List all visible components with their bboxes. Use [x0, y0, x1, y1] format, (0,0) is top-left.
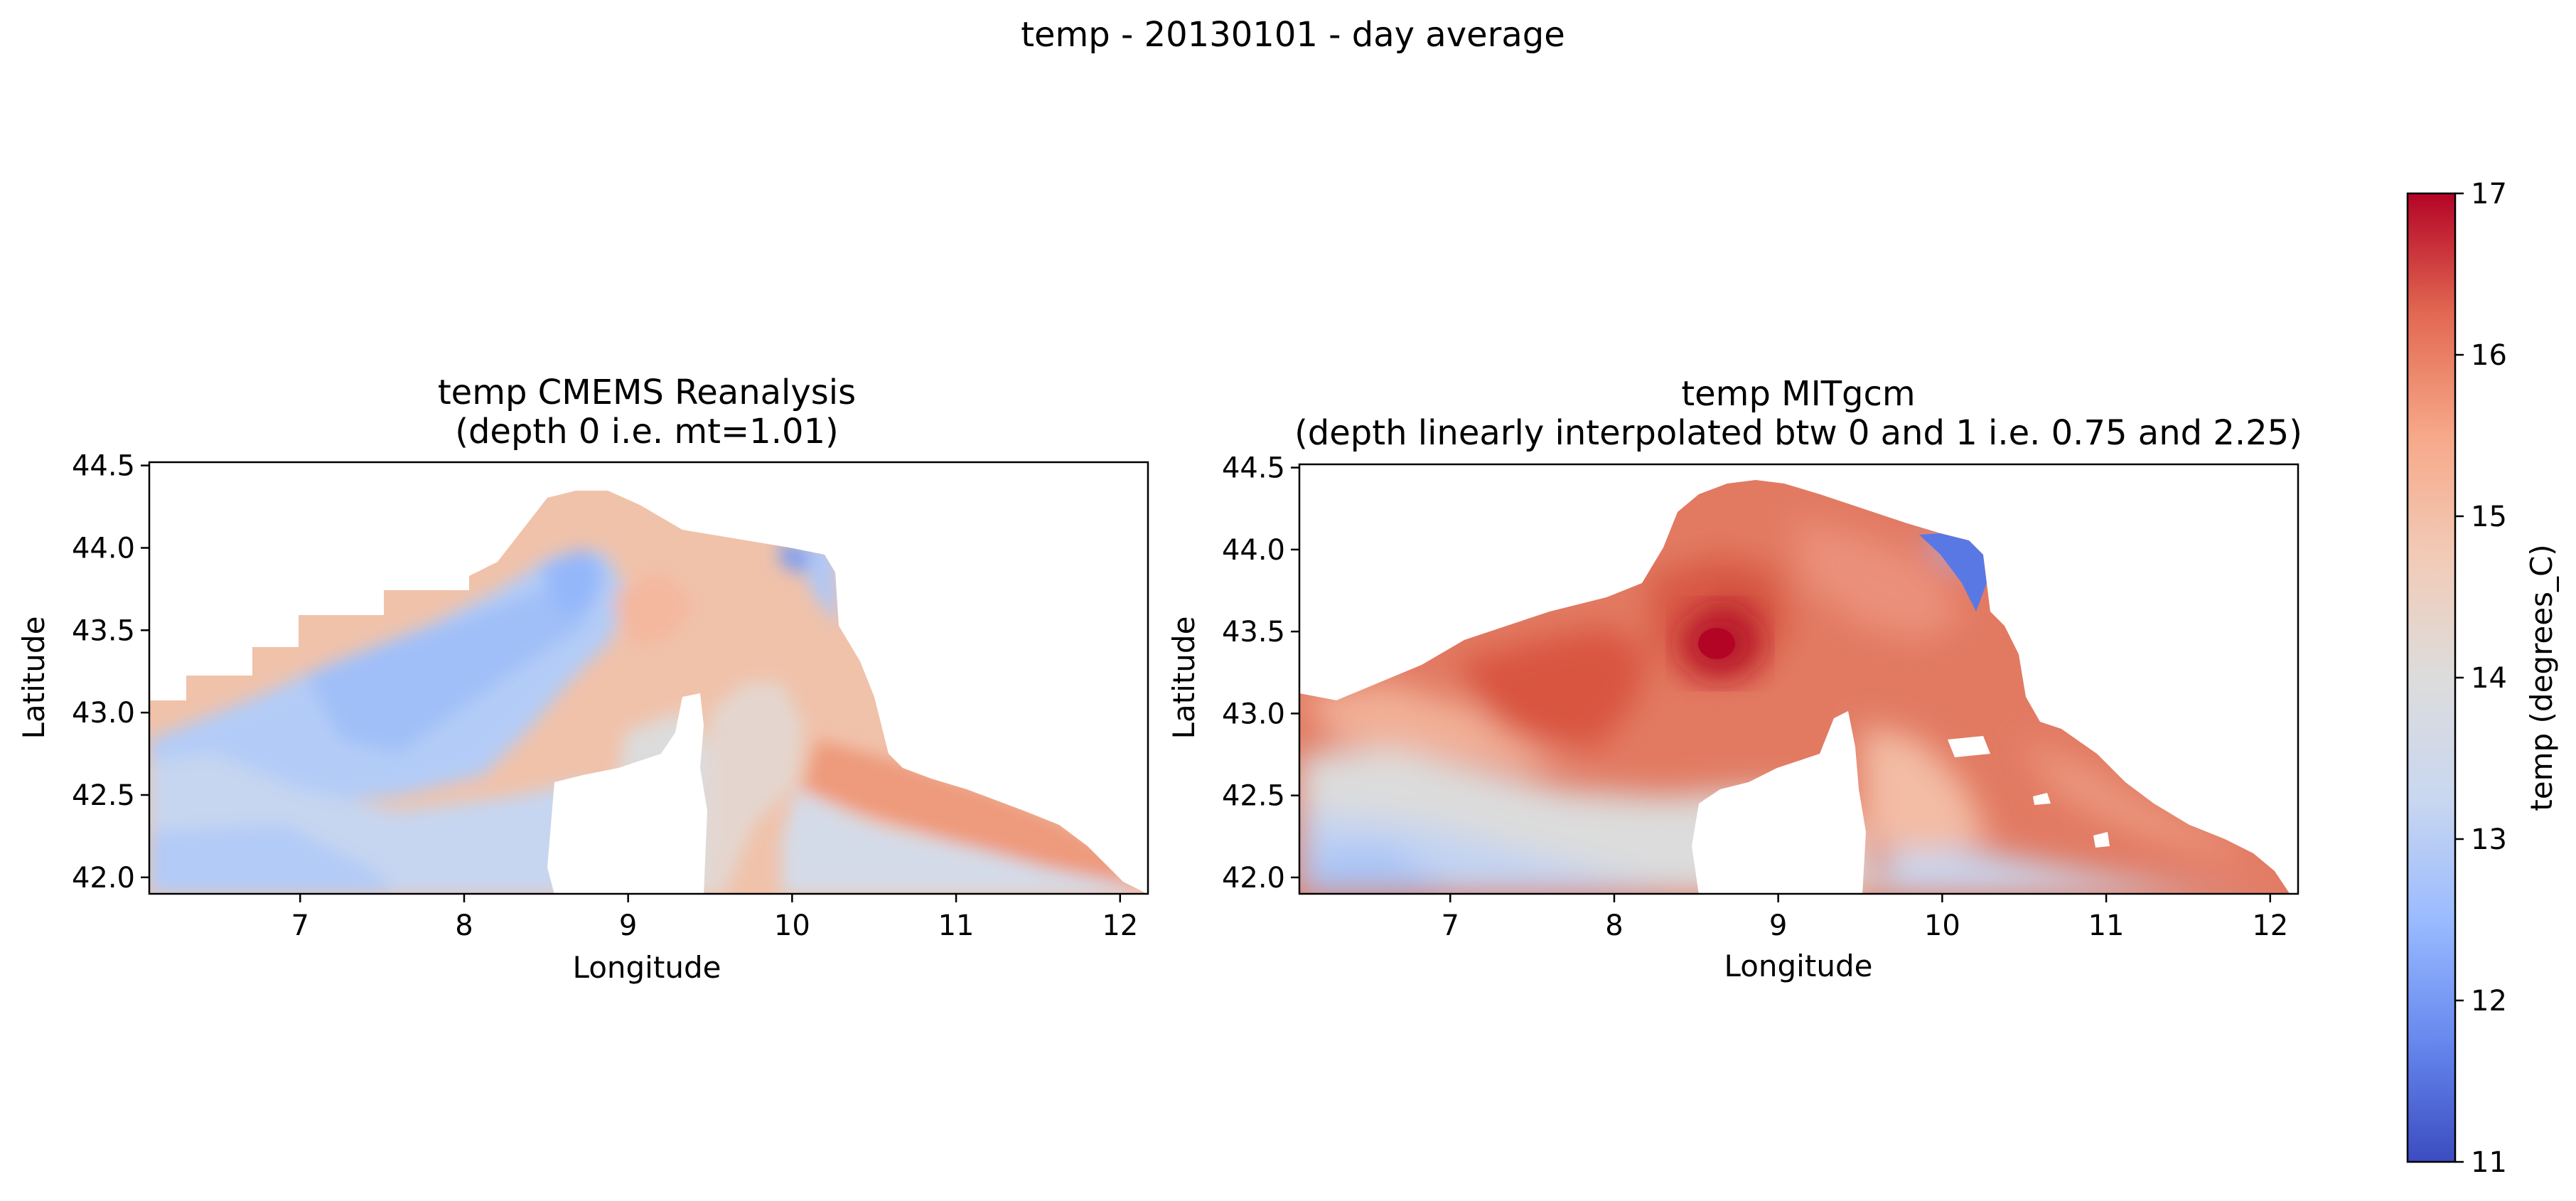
- colorbar-tick-label: 15: [2471, 501, 2507, 533]
- y-tick-label: 42.0: [1222, 862, 1285, 895]
- panel-title-line1: temp MITgcm: [1681, 374, 1915, 414]
- colorbar-label: temp (degrees_C): [2524, 544, 2559, 811]
- y-axis-label: Latitude: [16, 616, 51, 740]
- colorbar-tick-label: 16: [2471, 339, 2507, 372]
- figure-suptitle: temp - 20130101 - day average: [1021, 15, 1565, 55]
- x-tick-label: 12: [2252, 909, 2288, 942]
- colorbar-tick-label: 17: [2471, 178, 2507, 210]
- x-tick-label: 9: [619, 909, 637, 942]
- x-tick-label: 7: [291, 909, 309, 942]
- plot-area-frame: [148, 461, 1149, 895]
- x-axis-label: Longitude: [1724, 949, 1873, 983]
- y-tick-label: 43.5: [72, 614, 135, 647]
- colorbar-tick-label: 14: [2471, 662, 2507, 695]
- colorbar: 11 12 13 14 15 16 17 temp (degrees_C): [2406, 178, 2559, 1179]
- panel-cmems: temp CMEMS Reanalysis (depth 0 i.e. mt=1…: [16, 373, 1149, 985]
- x-tick-label: 7: [1442, 909, 1459, 942]
- x-tick-label: 11: [938, 909, 975, 942]
- y-axis-label: Latitude: [1166, 616, 1201, 740]
- colorbar-tick-label: 11: [2471, 1146, 2507, 1179]
- x-axis-label: Longitude: [573, 950, 721, 985]
- y-axis-ticks: 42.0 42.5 43.0 43.5 44.0 44.5: [72, 450, 149, 895]
- y-tick-label: 44.5: [1222, 452, 1285, 485]
- x-axis-ticks: 7 8 9 10 11 12: [1442, 894, 2288, 942]
- y-tick-label: 44.0: [72, 532, 135, 565]
- y-tick-label: 42.5: [1222, 780, 1285, 813]
- temperature-field: [1299, 480, 2290, 895]
- colorbar-tick-label: 12: [2471, 985, 2507, 1018]
- temperature-field: [149, 491, 1146, 895]
- y-tick-label: 42.0: [72, 862, 135, 895]
- x-tick-label: 8: [1605, 909, 1623, 942]
- x-tick-label: 11: [2088, 909, 2125, 942]
- panel-title-line2: (depth linearly interpolated btw 0 and 1…: [1294, 413, 2302, 453]
- y-tick-label: 44.0: [1222, 534, 1285, 567]
- x-tick-label: 10: [774, 909, 810, 942]
- panel-title-line1: temp CMEMS Reanalysis: [438, 373, 856, 412]
- colorbar-gradient: [2406, 192, 2457, 1163]
- colorbar-ticks: 11 12 13 14 15 16 17: [2455, 178, 2507, 1179]
- y-tick-label: 43.5: [1222, 616, 1285, 648]
- x-tick-label: 9: [1769, 909, 1787, 942]
- plot-area-frame: [1298, 463, 2299, 895]
- y-tick-label: 44.5: [72, 450, 135, 483]
- x-tick-label: 12: [1102, 909, 1138, 942]
- y-tick-label: 43.0: [72, 697, 135, 730]
- y-axis-ticks: 42.0 42.5 43.0 43.5 44.0 44.5: [1222, 452, 1299, 895]
- x-tick-label: 10: [1924, 909, 1960, 942]
- y-tick-label: 43.0: [1222, 698, 1285, 730]
- panel-title-line2: (depth 0 i.e. mt=1.01): [455, 412, 839, 452]
- colorbar-tick-label: 13: [2471, 823, 2507, 856]
- panel-mitgcm: temp MITgcm (depth linearly interpolated…: [1166, 374, 2302, 983]
- x-tick-label: 8: [455, 909, 473, 942]
- x-axis-ticks: 7 8 9 10 11 12: [291, 894, 1138, 942]
- y-tick-label: 42.5: [72, 779, 135, 812]
